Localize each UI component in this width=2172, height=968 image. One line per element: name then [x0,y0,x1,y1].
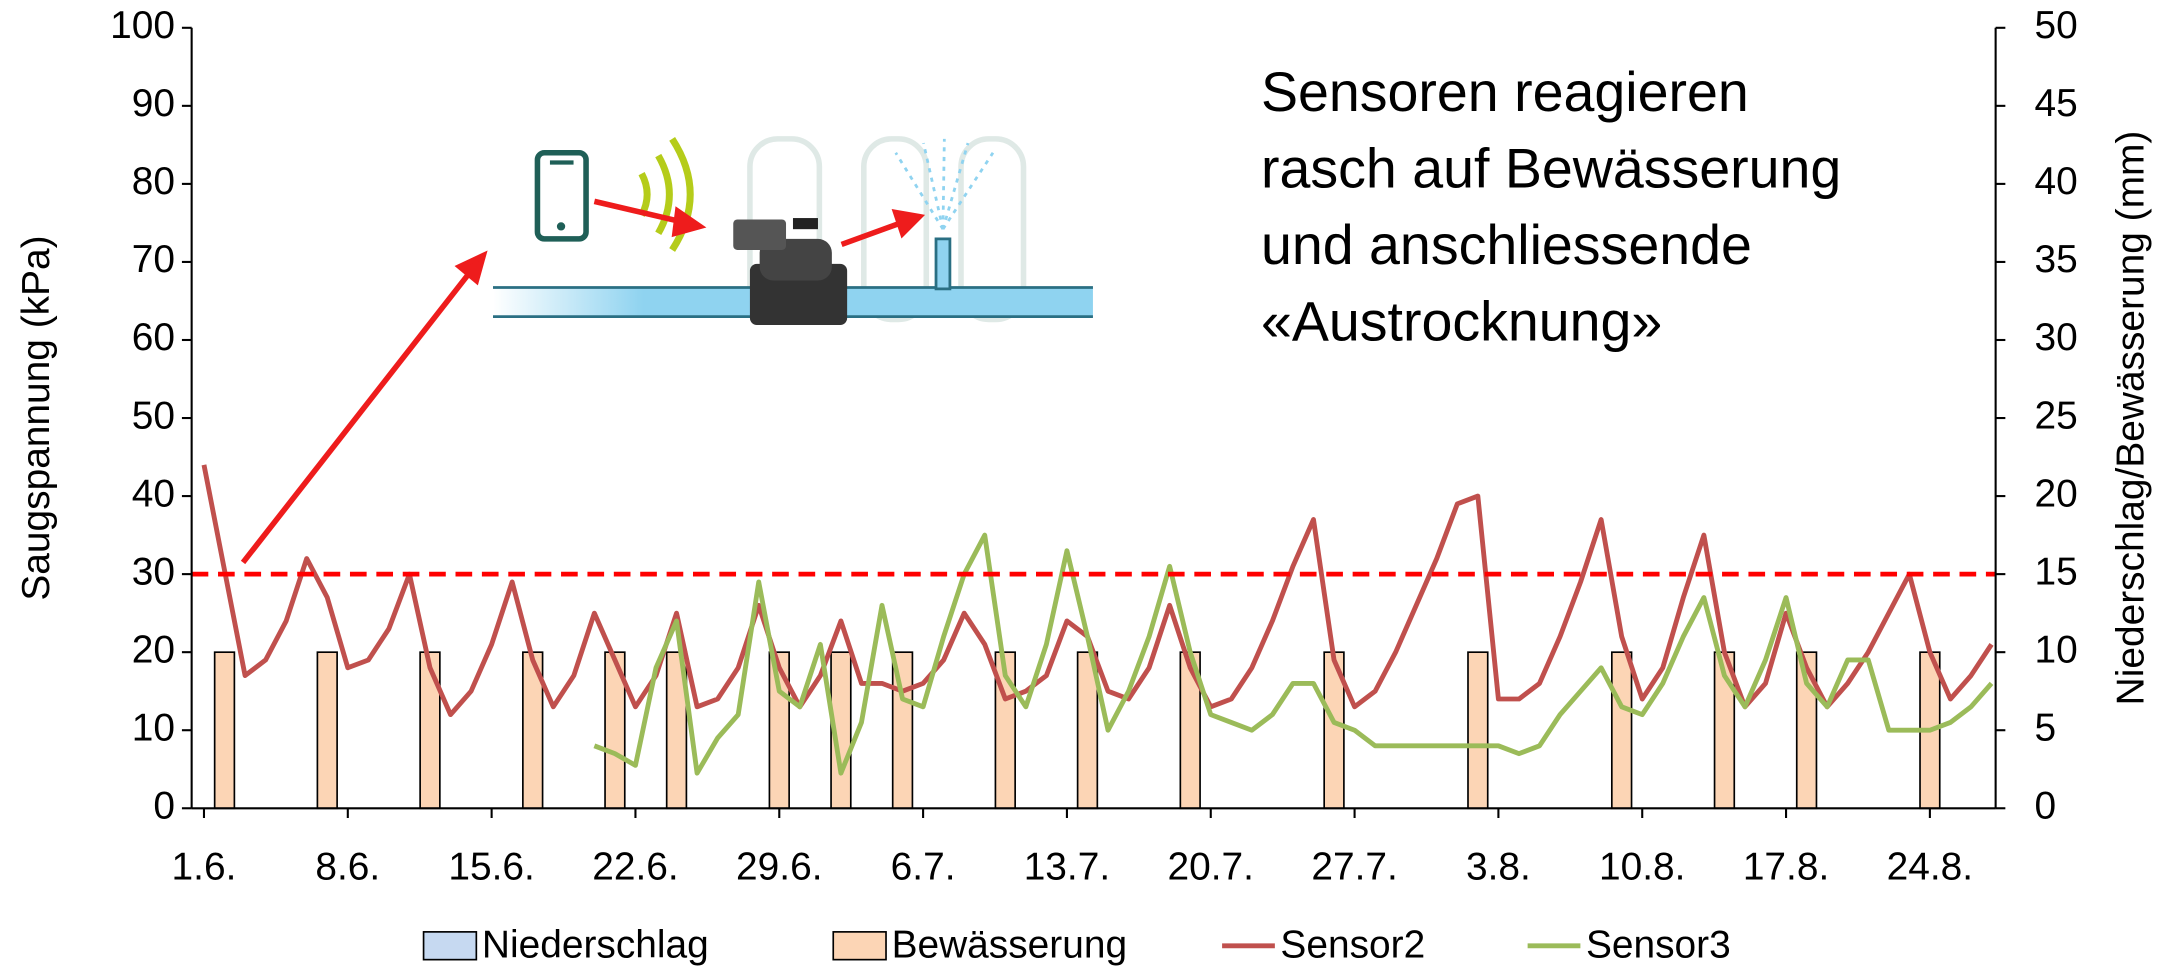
annotation: rasch auf Bewässerung [1261,138,1841,200]
y2-tick-label: 5 [2035,706,2057,749]
y-tick-label: 90 [132,82,175,125]
x-tick-label: 24.8. [1887,846,1973,889]
x-tick-label: 8.6. [315,846,380,889]
x-tick-label: 15.6. [448,846,534,889]
legend-swatch [832,931,887,961]
x-tick-label: 6.7. [891,846,956,889]
y2-tick-label: 40 [2035,160,2078,203]
bar [213,651,236,810]
line [201,464,1994,718]
bar [419,651,441,810]
illustration [240,136,1093,565]
x-tick-label: 22.6. [592,846,678,889]
bar [768,651,790,810]
x-tick-label: 17.8. [1743,846,1829,889]
line [593,532,1994,776]
y-tick-label: 20 [132,628,175,671]
y-tick-label: 30 [132,550,175,593]
legend-label: Sensor2 [1280,923,1425,966]
y2-tick-label: 25 [2035,394,2078,437]
y2-tick-label: 10 [2035,628,2078,671]
annotation: und anschliessende [1261,214,1752,276]
y2-tick-label: 15 [2035,550,2078,593]
legend-swatch [422,931,478,961]
y-tick-label: 60 [132,316,175,359]
y-tick-label: 70 [132,238,175,281]
y-tick-label: 50 [132,394,175,437]
legend-label: Sensor3 [1586,923,1731,966]
y-tick-label: 80 [132,160,175,203]
y2-tick-label: 35 [2035,238,2078,281]
y2-tick-label: 45 [2035,82,2078,125]
x-tick-label: 13.7. [1024,846,1110,889]
annotation: Sensoren reagieren [1261,61,1749,123]
bar [1610,651,1633,810]
y-tick-label: 0 [153,785,175,828]
y2-tick-label: 0 [2035,785,2057,828]
y2-axis-label: Niederschlag/Bewässerung (mm) [2109,131,2152,706]
x-tick-label: 1.6. [172,846,237,889]
x-tick-label: 29.6. [736,846,822,889]
y-tick-label: 10 [132,706,175,749]
legend-label: Bewässerung [892,923,1128,966]
bar [1467,651,1489,810]
x-tick-label: 10.8. [1599,846,1685,889]
x-tick-label: 3.8. [1466,846,1531,889]
y-tick-label: 40 [132,472,175,515]
y2-tick-label: 30 [2035,316,2078,359]
annotation: «Austrocknung» [1261,290,1662,352]
y-tick-label: 100 [110,4,175,47]
y2-tick-label: 50 [2035,4,2078,47]
y2-tick-label: 20 [2035,472,2078,515]
legend-label: Niederschlag [482,923,709,966]
bar [316,651,338,810]
y-axis-label: Saugspannung (kPa) [15,235,58,600]
x-tick-label: 27.7. [1311,846,1397,889]
x-tick-label: 20.7. [1168,846,1254,889]
